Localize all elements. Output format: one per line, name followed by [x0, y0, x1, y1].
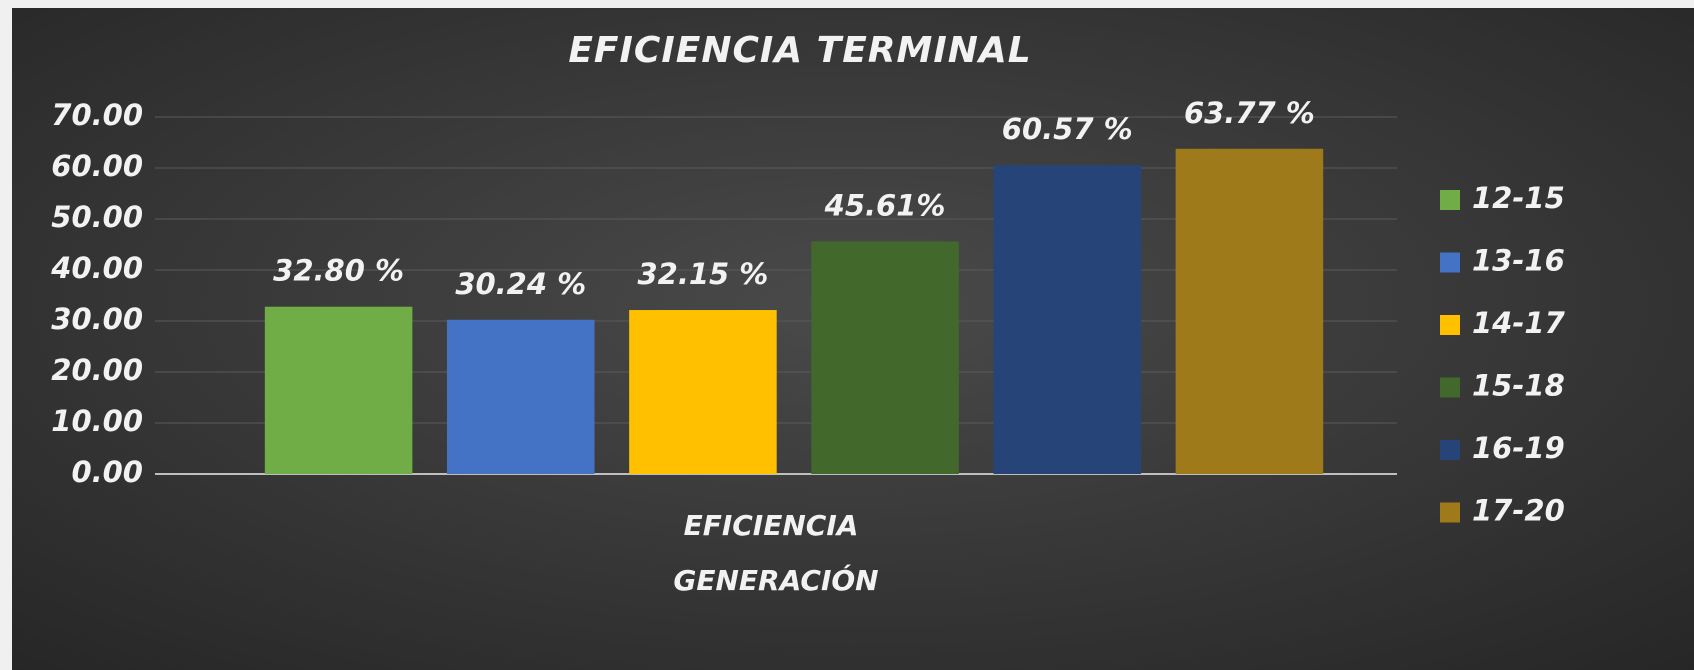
- x-axis-title: GENERACIÓN: [673, 563, 878, 597]
- bar: [264, 306, 413, 474]
- data-label: 32.80 %: [273, 254, 404, 288]
- legend-swatch: [1440, 377, 1460, 398]
- bar: [629, 310, 777, 474]
- bar: [446, 319, 595, 474]
- data-label: 45.61%: [824, 188, 946, 222]
- bar: [1175, 148, 1324, 474]
- legend-label: 17-20: [1472, 494, 1565, 528]
- data-label: 63.77 %: [1184, 96, 1315, 130]
- legend-swatch: [1440, 190, 1460, 210]
- legend-swatch: [1440, 502, 1460, 523]
- data-label: 30.24 %: [455, 267, 586, 301]
- legend-label: 14-17: [1472, 306, 1566, 340]
- legend-label: 13-16: [1472, 244, 1565, 278]
- data-label: 60.57 %: [1002, 112, 1133, 146]
- data-label: 32.15 %: [637, 257, 768, 291]
- legend-label: 15-18: [1472, 369, 1565, 403]
- y-tick-label: 50.00: [51, 200, 143, 234]
- legend-swatch: [1440, 315, 1460, 335]
- legend-swatch: [1440, 252, 1460, 273]
- y-tick-label: 10.00: [51, 404, 143, 438]
- bar: [993, 165, 1142, 474]
- x-tick-label: EFICIENCIA: [684, 509, 859, 542]
- legend-label: 16-19: [1472, 431, 1565, 465]
- y-tick-label: 30.00: [51, 302, 143, 336]
- y-tick-label: 0.00: [71, 455, 143, 489]
- y-tick-label: 70.00: [51, 98, 143, 132]
- bar: [811, 241, 959, 474]
- y-tick-label: 20.00: [51, 353, 143, 387]
- y-tick-label: 60.00: [51, 149, 143, 183]
- legend-label: 12-15: [1472, 181, 1565, 215]
- legend-swatch: [1440, 440, 1460, 460]
- y-tick-label: 40.00: [50, 251, 143, 285]
- chart-title: EFICIENCIA TERMINAL: [568, 30, 1031, 71]
